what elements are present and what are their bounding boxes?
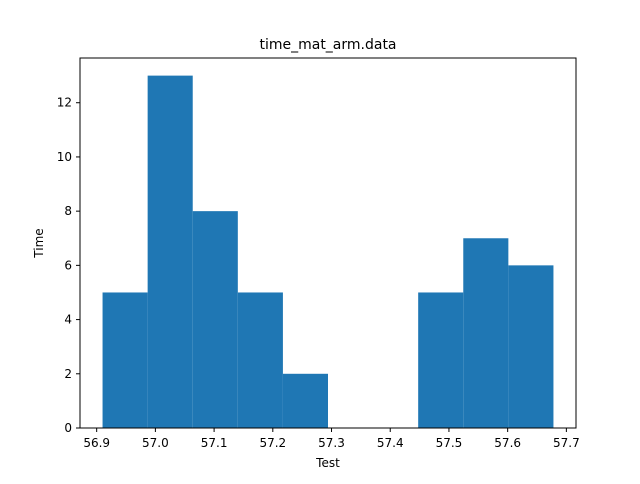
histogram-bar [508,265,554,428]
x-tick-label: 57.3 [318,436,345,450]
x-tick-label: 57.7 [553,436,580,450]
y-tick-label: 2 [64,367,72,381]
x-axis-label: Test [315,456,340,470]
histogram-bar [418,292,464,428]
x-tick-label: 56.9 [83,436,110,450]
x-tick-label: 57.4 [377,436,404,450]
y-tick-label: 6 [64,258,72,272]
histogram-bar [192,211,238,428]
x-tick-label: 57.5 [436,436,463,450]
histogram-bar [237,292,283,428]
x-tick-label: 57.6 [494,436,521,450]
y-tick-label: 4 [64,313,72,327]
x-tick-label: 57.2 [259,436,286,450]
histogram-bar [463,238,509,428]
y-tick-label: 10 [57,150,72,164]
x-tick-label: 57.0 [142,436,169,450]
y-tick-label: 8 [64,204,72,218]
histogram-bar [102,292,148,428]
y-axis-label: Time [32,228,46,258]
plot-frame [79,57,577,429]
histogram-bar [282,373,328,428]
x-tick-label: 57.1 [201,436,228,450]
bars-group [102,75,554,429]
histogram-bar [147,75,193,429]
x-ticks-group: 56.9 57.0 57.1 57.2 57.3 57.4 57.5 57.6 57.7 [83,428,580,450]
y-tick-label: 0 [64,421,72,435]
y-ticks-group: 0 2 4 6 8 10 12 [57,96,80,435]
chart-title: time_mat_arm.data [259,37,396,53]
y-tick-label: 12 [57,96,72,110]
